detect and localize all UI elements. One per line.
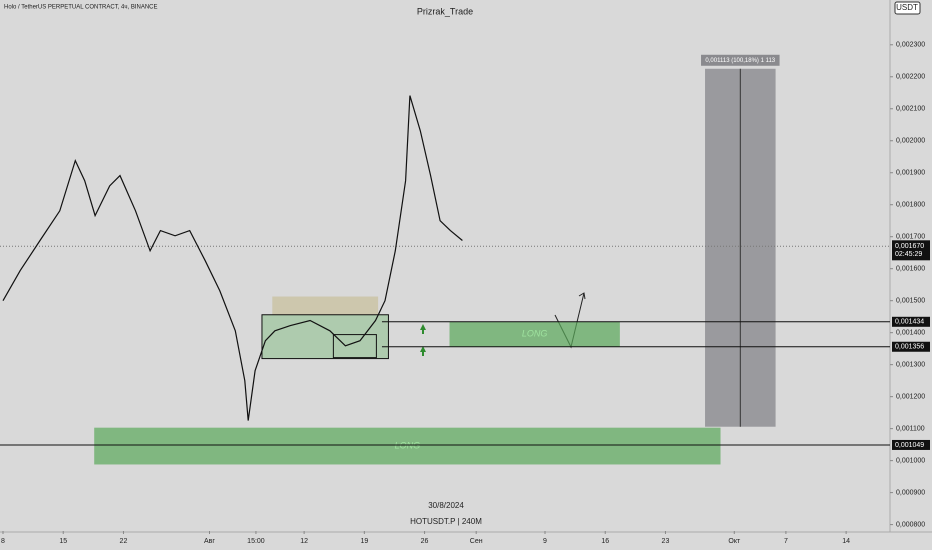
x-tick-label: 22 <box>120 538 128 545</box>
x-tick-label: 16 <box>601 538 609 545</box>
author: Prizrak_Trade <box>417 6 473 16</box>
y-tick-label: 0,001500 <box>896 298 925 305</box>
x-tick-label: 15 <box>59 538 67 545</box>
range-box <box>272 296 379 315</box>
current-label: 0,001670 <box>895 243 924 250</box>
x-tick-label: 14 <box>842 538 850 545</box>
range-box <box>332 334 377 359</box>
x-tick-label: 26 <box>421 538 429 545</box>
symbol-title: Holo / TetherUS PERPETUAL CONTRACT, 4ч, … <box>4 5 158 11</box>
long-zone <box>449 321 620 347</box>
y-tick-label: 0,001600 <box>896 266 925 273</box>
x-tick-label: 19 <box>360 538 368 545</box>
x-tick-label: 12 <box>300 538 308 545</box>
x-tick-label: 9 <box>543 538 547 545</box>
y-tick-label: 0,001200 <box>896 393 925 400</box>
y-tick-label: 0,000900 <box>896 489 925 496</box>
y-tick-label: 0,002300 <box>896 42 925 49</box>
y-tick-label: 0,001000 <box>896 457 925 464</box>
long-zone <box>94 427 721 465</box>
level-label: 0,001049 <box>895 442 924 449</box>
current-badge <box>892 240 930 261</box>
level-badge <box>892 439 930 450</box>
y-tick-label: 0,001400 <box>896 330 925 337</box>
currency: USDT <box>896 3 918 12</box>
measure-label-bg <box>701 54 780 66</box>
y-tick-label: 0,001100 <box>896 425 925 432</box>
price-line <box>2 95 463 421</box>
level-badge <box>892 341 930 352</box>
measure-label: 0,001113 (100,18%) 1 113 <box>705 58 775 64</box>
level-label: 0,001356 <box>895 344 924 351</box>
y-tick-label: 0,002000 <box>896 138 925 145</box>
y-tick-label: 0,002200 <box>896 74 925 81</box>
x-tick-label: Сен <box>470 538 483 545</box>
y-tick-label: 0,001300 <box>896 362 925 369</box>
y-tick-label: 0,001800 <box>896 202 925 209</box>
zone-label: LONG <box>522 329 548 339</box>
range-box <box>261 314 389 360</box>
y-tick-label: 0,001700 <box>896 234 925 241</box>
date-label: 30/8/2024 <box>428 501 464 510</box>
x-tick-label: 8 <box>1 538 5 545</box>
arrow-head <box>578 292 586 300</box>
current-timer: 02:45:29 <box>895 251 922 258</box>
x-tick-label: 23 <box>662 538 670 545</box>
y-tick-label: 0,002100 <box>896 106 925 113</box>
x-tick-label: 7 <box>784 538 788 545</box>
symbol-label: HOTUSDT.P | 240M <box>410 517 482 526</box>
y-tick-label: 0,001900 <box>896 170 925 177</box>
level-label: 0,001434 <box>895 319 924 326</box>
currency-badge[interactable] <box>894 1 921 15</box>
x-tick-label: 15:00 <box>247 538 265 545</box>
y-tick-label: 0,000800 <box>896 521 925 528</box>
level-badge <box>892 316 930 327</box>
x-tick-label: Окт <box>728 538 741 545</box>
arrow-icons <box>420 324 426 356</box>
x-tick-label: Авг <box>204 538 215 545</box>
